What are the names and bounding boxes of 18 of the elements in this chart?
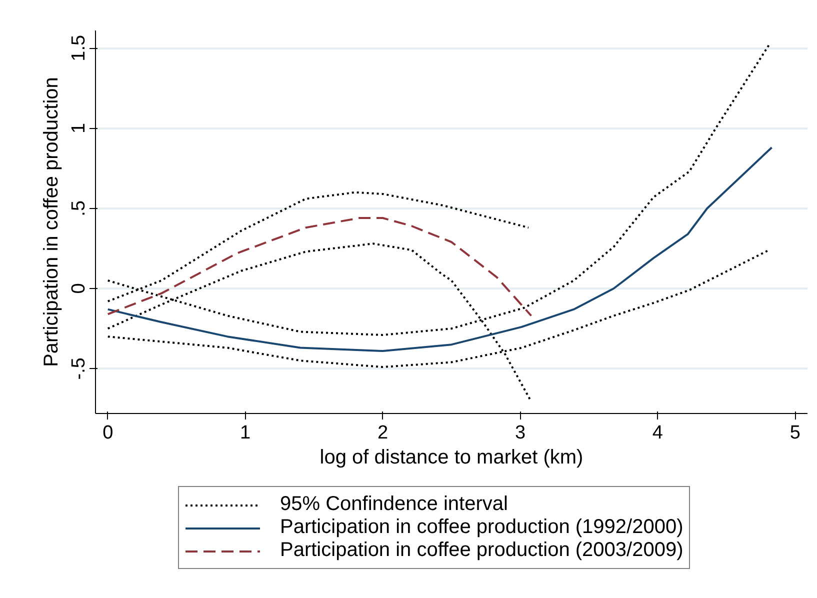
x-tick-label: 2 — [377, 422, 388, 444]
x-tick-label: 3 — [514, 422, 526, 444]
y-tick-label: 1 — [68, 122, 90, 134]
line-series — [106, 216, 532, 317]
y-tick-label: 1.5 — [68, 34, 90, 62]
x-tick-label: 4 — [652, 422, 664, 444]
x-axis-title: log of distance to market (km) — [320, 446, 584, 468]
x-tick-label: 5 — [790, 422, 800, 444]
line-series — [106, 146, 773, 352]
x-tick-label: 0 — [102, 422, 114, 444]
y-tick-label: -.5 — [68, 358, 90, 380]
y-tick-label: .5 — [68, 200, 90, 216]
legend-label: Participation in coffee production (1992/2000) — [280, 516, 684, 539]
legend-label: 95% Confindence interval — [280, 493, 508, 516]
y-axis-title: Participation in coffee production — [40, 77, 62, 367]
legend-label: Participation in coffee production (2003/2009) — [280, 539, 684, 562]
y-tick-label: 0 — [68, 283, 90, 294]
x-tick-label: 1 — [240, 422, 251, 444]
